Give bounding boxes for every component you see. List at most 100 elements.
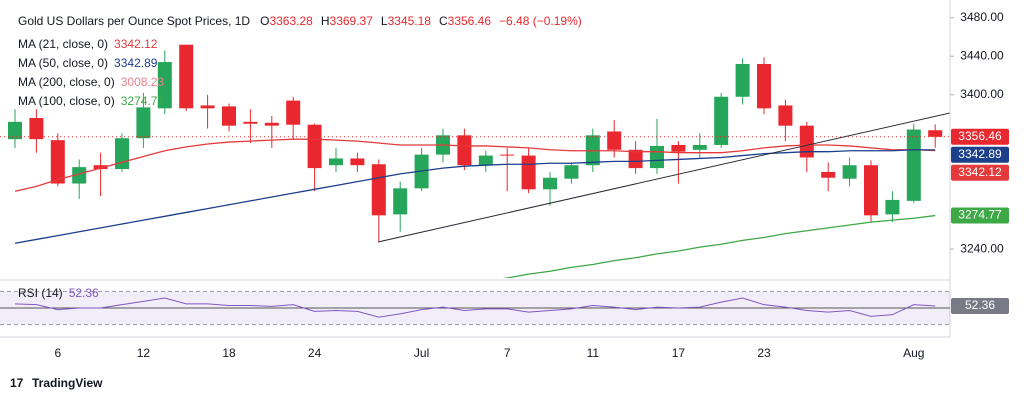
y-tick-label: 3480.00 — [960, 10, 1004, 24]
ohlc-value: 3369.37 — [330, 14, 374, 28]
candle-body — [222, 106, 236, 126]
candle-body — [50, 140, 65, 184]
y-tick-label: 3400.00 — [960, 87, 1004, 101]
candle-body — [286, 100, 301, 125]
legend-value: 3274.77 — [121, 94, 165, 108]
candle-body — [564, 165, 579, 179]
price-pane — [0, 44, 950, 278]
x-tick-label: Aug — [903, 346, 924, 360]
rsi-name: RSI (14) — [18, 286, 63, 300]
x-tick-label: 6 — [54, 346, 61, 360]
candle-body — [478, 155, 493, 166]
candle-body — [714, 96, 729, 145]
ma-line — [14, 149, 936, 244]
x-tick-label: 7 — [504, 346, 511, 360]
candle-body — [243, 121, 258, 124]
price-label-box — [951, 207, 1009, 224]
rsi-legend-value: 52.36 — [69, 286, 99, 300]
legend-entry: MA (100, close, 0) 3274.77 — [18, 94, 164, 108]
ohlc-key: O — [260, 14, 269, 28]
price-label: 3356.46 — [958, 129, 1002, 143]
ma-line — [14, 138, 936, 192]
legend-name: MA (100, close, 0) — [18, 94, 115, 108]
price-label: 3342.89 — [958, 147, 1002, 161]
change: −6.48 (−0.19%) — [499, 14, 582, 28]
candle-body — [93, 165, 108, 170]
candle-body — [671, 144, 686, 152]
candle-body — [136, 107, 151, 139]
candle-body — [799, 125, 814, 158]
header: Gold US Dollars per Ounce Spot Prices, 1… — [18, 14, 582, 28]
candle-body — [543, 177, 557, 190]
candle-body — [885, 199, 900, 215]
candle-body — [29, 117, 44, 140]
x-tick-label: 11 — [587, 346, 600, 360]
ohlc-key: L — [381, 14, 388, 28]
legend-entry: MA (50, close, 0) 3342.89 — [18, 56, 158, 70]
rsi-line — [14, 297, 936, 318]
y-tick-label: 3240.00 — [960, 241, 1004, 255]
candle-body — [8, 121, 22, 140]
ohlc-value: 3345.18 — [388, 14, 432, 28]
candle-body — [521, 155, 536, 190]
rsi-value-label: 52.36 — [965, 298, 995, 312]
price-label-box — [951, 128, 1009, 145]
x-tick-label: 17 — [672, 346, 686, 360]
candle-body — [735, 63, 750, 97]
candle-body — [607, 131, 622, 150]
candle-body — [371, 164, 386, 216]
legend-value: 3342.12 — [114, 37, 158, 51]
brand: 17 TradingView — [10, 376, 103, 390]
rsi-pane: 52.36 RSI (14) 52.36 — [0, 286, 1009, 326]
chart-title: Gold US Dollars per Ounce Spot Prices, 1… — [18, 14, 250, 28]
candle-body — [157, 62, 172, 109]
candle-body — [264, 122, 279, 126]
price-label: 3274.77 — [958, 208, 1002, 222]
candle-body — [200, 105, 215, 109]
candle-body — [350, 158, 365, 166]
candle-body — [307, 124, 322, 169]
candle-body — [928, 130, 943, 137]
candle-body — [650, 145, 664, 169]
ohlc-key: H — [321, 14, 330, 28]
ohlc-key: C — [439, 14, 448, 28]
candle-body — [692, 144, 707, 150]
ohlc-value: 3363.28 — [269, 14, 313, 28]
legend-value: 3008.23 — [121, 75, 165, 89]
ma-line — [502, 214, 936, 278]
candle-body — [628, 149, 643, 169]
candle-body — [329, 158, 343, 166]
legend-name: MA (21, close, 0) — [18, 37, 108, 51]
candle-body — [115, 138, 129, 170]
brand-name: TradingView — [32, 376, 103, 390]
brand-logo: 17 — [10, 376, 24, 390]
trend-line — [377, 112, 950, 243]
x-tick-label: Jul — [414, 346, 429, 360]
x-tick-label: 24 — [308, 346, 322, 360]
candle-body — [778, 105, 793, 126]
x-tick-label: 12 — [137, 346, 151, 360]
candle-body — [500, 154, 515, 156]
price-label: 3342.12 — [958, 165, 1002, 179]
rsi-value-box — [951, 298, 1009, 315]
rsi-legend: RSI (14) 52.36 — [18, 286, 99, 300]
ohlc-value: 3356.46 — [448, 14, 492, 28]
candle-body — [906, 129, 921, 201]
candle-body — [864, 165, 878, 216]
x-tick-label: 23 — [757, 346, 771, 360]
labels: 3480.00 3440.00 3400.00 3240.00 3356.46 3342.… — [18, 10, 1009, 360]
y-tick-label: 3440.00 — [960, 48, 1004, 62]
candle-body — [393, 188, 408, 215]
legend-name: MA (200, close, 0) — [18, 75, 115, 89]
candle-body — [821, 171, 836, 178]
candle-body — [72, 167, 87, 184]
legend-entry: MA (21, close, 0) 3342.12 — [18, 37, 158, 51]
candle-body — [757, 63, 771, 109]
candle-body — [457, 135, 472, 166]
x-tick-label: 18 — [222, 346, 236, 360]
price-label-box — [951, 146, 1009, 163]
candle-body — [842, 165, 857, 179]
legend-value: 3342.89 — [114, 56, 158, 70]
candle-body — [179, 44, 194, 109]
